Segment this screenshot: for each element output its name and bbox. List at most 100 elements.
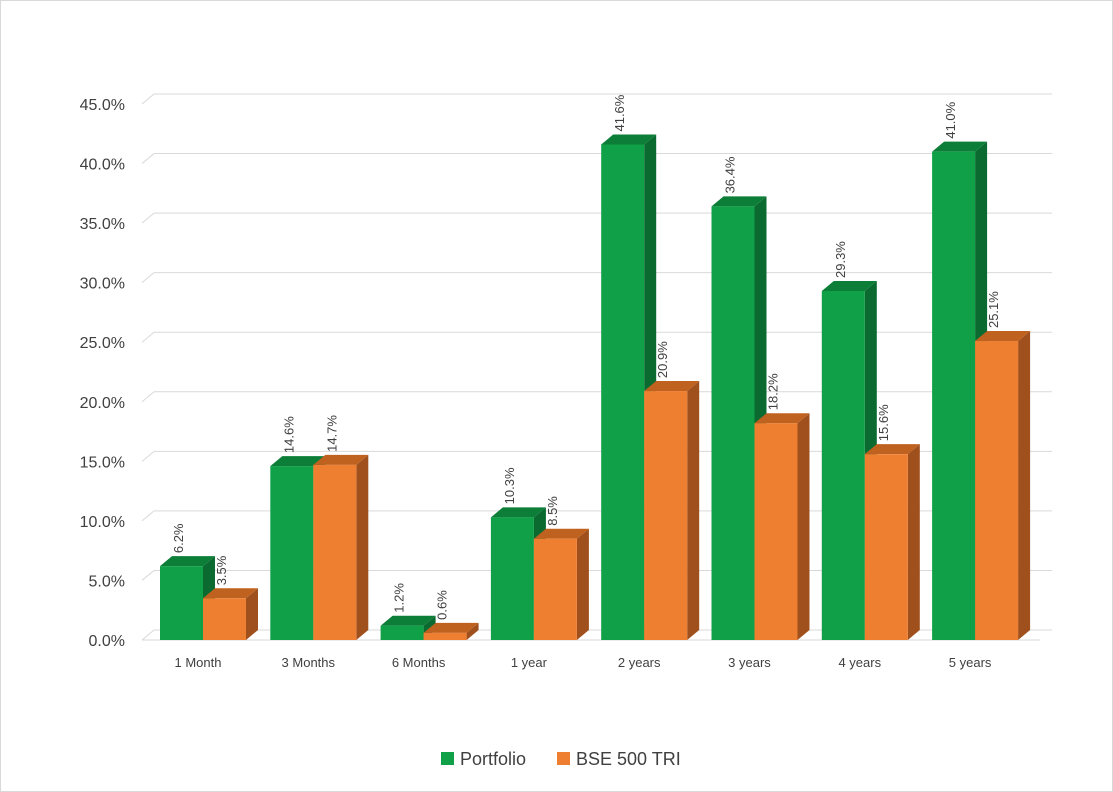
bar-portfolio-6-months — [380, 615, 436, 640]
data-labels: 6.2% 3.5% 14.6% 14.7% 1.2% 0.6% 10.3% 8.5% 41.6%… — [171, 94, 1001, 620]
gridline — [141, 570, 155, 581]
bar-front — [313, 464, 357, 640]
bar-front — [423, 632, 467, 640]
bar-top — [313, 454, 369, 465]
bar-front — [270, 466, 314, 640]
y-tick-label: 30.0% — [80, 276, 125, 293]
gridline — [141, 272, 155, 284]
bar-front — [203, 598, 246, 640]
bar-top — [754, 413, 810, 424]
bar-side — [797, 413, 810, 640]
bar-top — [975, 331, 1031, 342]
x-tick-label: 1 year — [511, 655, 548, 670]
bar-top — [711, 196, 767, 207]
bar-side — [576, 528, 589, 640]
bar-top — [533, 528, 589, 539]
x-axis-ticks: 1 Month 3 Months 6 Months 1 year 2 years 3 ye… — [175, 655, 992, 670]
bar-side — [687, 381, 700, 640]
data-label-bse-500-tri-3-months: 14.7% — [324, 415, 339, 452]
data-label-portfolio-3-years: 36.4% — [723, 156, 738, 193]
gridline — [141, 391, 155, 403]
bar-front — [864, 454, 908, 640]
legend: Portfolio BSE 500 TRI — [441, 749, 681, 769]
bar-top — [160, 556, 215, 567]
gridline — [141, 93, 155, 105]
bar-front — [490, 517, 534, 640]
x-tick-label: 3 years — [728, 655, 771, 670]
bar-side — [1018, 331, 1031, 640]
gridline — [141, 629, 155, 641]
bar-front — [601, 144, 645, 640]
data-label-portfolio-3-months: 14.6% — [281, 416, 296, 453]
bar-top — [203, 588, 258, 599]
data-label-portfolio-1-month: 6.2% — [171, 523, 186, 553]
gridline — [141, 153, 155, 164]
x-tick-label: 4 years — [838, 655, 881, 670]
bar-top — [601, 134, 657, 145]
bar-bse-500-tri-4-years — [864, 444, 920, 640]
bar-top — [864, 444, 920, 455]
bar-bse-500-tri-3-months — [313, 454, 369, 640]
bar-front — [380, 625, 424, 640]
data-label-portfolio-2-years: 41.6% — [612, 94, 627, 131]
bars — [160, 134, 1031, 641]
data-label-bse-500-tri-2-years: 20.9% — [655, 341, 670, 378]
bar-bse-500-tri-3-years — [754, 413, 810, 640]
y-axis-ticks: 0.0% 5.0% 10.0% 15.0% 20.0% 25.0% 30.0% 35.0% 40… — [80, 97, 125, 650]
y-tick-label: 45.0% — [80, 97, 125, 114]
bar-portfolio-3-years — [711, 196, 767, 641]
y-tick-label: 15.0% — [80, 454, 125, 471]
data-label-portfolio-6-months: 1.2% — [392, 583, 407, 613]
bar-front — [932, 151, 976, 640]
y-tick-label: 25.0% — [80, 335, 125, 352]
bar-bse-500-tri-6-months — [423, 622, 479, 640]
legend-swatch-portfolio — [441, 752, 454, 765]
bar-front — [644, 391, 688, 640]
bar-side — [246, 588, 258, 640]
bar-front — [754, 423, 798, 640]
bar-front — [533, 538, 577, 640]
bar-front — [975, 341, 1019, 640]
x-tick-label: 6 Months — [392, 655, 446, 670]
gridline — [141, 331, 155, 343]
bar-front — [821, 291, 865, 640]
x-tick-label: 5 years — [949, 655, 992, 670]
data-label-bse-500-tri-1-year: 8.5% — [545, 496, 560, 526]
x-tick-label: 2 years — [618, 655, 661, 670]
legend-label-portfolio: Portfolio — [460, 749, 526, 769]
data-label-bse-500-tri-4-years: 15.6% — [876, 404, 891, 441]
bar-side — [907, 444, 920, 640]
legend-swatch-bse-500-tri — [557, 752, 570, 765]
bar-top — [270, 456, 326, 467]
gridline — [141, 450, 155, 462]
bar-side — [466, 622, 479, 640]
bar-bse-500-tri-2-years — [644, 381, 700, 640]
bar-top — [821, 281, 877, 292]
bar-top — [423, 622, 479, 633]
data-label-bse-500-tri-5-years: 25.1% — [986, 291, 1001, 328]
bar-top — [932, 141, 988, 152]
bar-top — [644, 381, 700, 392]
data-label-bse-500-tri-1-month: 3.5% — [214, 555, 229, 585]
x-tick-label: 3 Months — [282, 655, 336, 670]
data-label-bse-500-tri-6-months: 0.6% — [435, 590, 450, 620]
bar-top — [380, 615, 436, 626]
x-tick-label: 1 Month — [175, 655, 222, 670]
gridline — [141, 510, 155, 522]
bar-bse-500-tri-1-year — [533, 528, 589, 640]
bar-front — [711, 206, 755, 641]
bar-front — [160, 566, 203, 640]
data-label-portfolio-1-year: 10.3% — [502, 467, 517, 504]
y-tick-label: 20.0% — [80, 395, 125, 412]
gridline — [141, 212, 155, 224]
bar-side — [356, 454, 369, 640]
y-tick-label: 10.0% — [80, 514, 125, 531]
bar-bse-500-tri-5-years — [975, 331, 1031, 640]
bar-bse-500-tri-1-month — [203, 588, 258, 640]
data-label-bse-500-tri-3-years: 18.2% — [766, 373, 781, 410]
y-tick-label: 40.0% — [80, 157, 125, 174]
y-tick-label: 0.0% — [89, 633, 125, 650]
data-label-portfolio-4-years: 29.3% — [833, 241, 848, 278]
